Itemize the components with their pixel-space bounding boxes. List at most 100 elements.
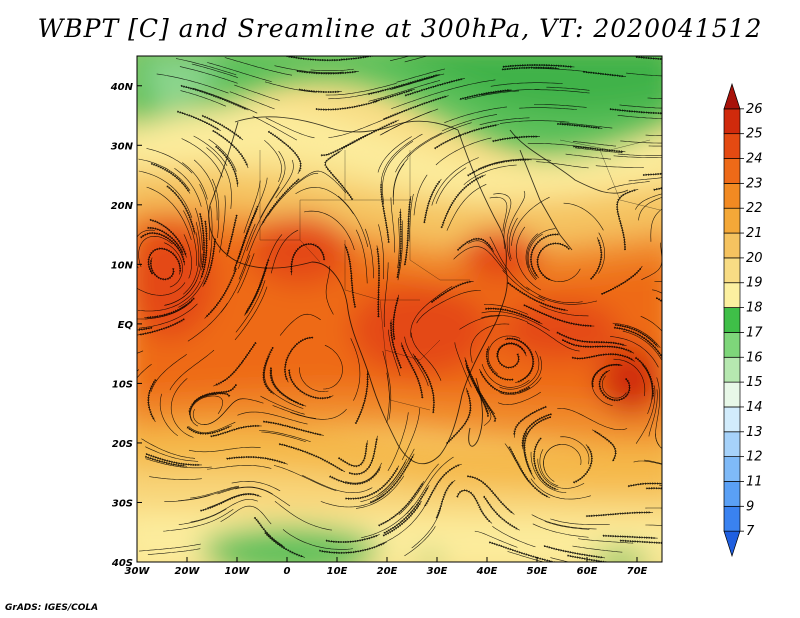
streamline: [380, 133, 423, 184]
streamline: [589, 237, 603, 280]
map-frame: [136, 55, 663, 563]
streamline: [389, 319, 403, 369]
streamline: [413, 174, 428, 216]
colorbar-label: 15: [746, 375, 763, 390]
streamline: [328, 90, 383, 100]
streamline: [137, 350, 144, 354]
streamline: [489, 196, 508, 232]
streamline: [144, 297, 195, 319]
streamline: [591, 429, 617, 462]
streamline: [252, 115, 298, 141]
streamline: [178, 508, 227, 525]
streamline: [382, 350, 392, 420]
streamline: [159, 393, 178, 437]
streamline: [532, 523, 589, 538]
streamline: [619, 539, 662, 545]
streamline: [207, 465, 272, 470]
streamline: [571, 352, 635, 362]
streamline: [403, 195, 412, 266]
streamline: [397, 217, 400, 269]
colorbar-label: 21: [746, 226, 763, 241]
streamline: [296, 69, 359, 75]
streamline: [345, 465, 400, 500]
streamline: [210, 424, 262, 438]
streamline: [138, 543, 201, 552]
streamline: [275, 159, 294, 199]
colorbar-swatch: [723, 505, 741, 532]
streamline: [609, 107, 662, 115]
streamline: [411, 508, 442, 549]
streamline: [315, 100, 380, 111]
colorbar-label: 23: [746, 176, 763, 191]
streamline: [253, 516, 285, 548]
lat-tick-label: 20S: [112, 439, 133, 450]
streamline: [176, 110, 221, 132]
streamline: [465, 364, 490, 417]
streamline: [508, 446, 551, 499]
streamline: [354, 370, 369, 425]
streamline: [207, 62, 272, 82]
streamline: [376, 245, 381, 318]
streamline: [137, 300, 193, 320]
streamline: [183, 234, 192, 279]
streamline: [638, 197, 662, 221]
streamline: [355, 229, 368, 284]
streamline: [204, 267, 238, 319]
grads-credit: GrADS: IGES/COLA: [5, 603, 99, 613]
streamline: [226, 455, 288, 465]
streamline: [261, 178, 300, 226]
lon-tick-label: 0: [284, 566, 291, 577]
streamline: [617, 153, 662, 156]
longitude-axis: 30W 20W 10W 0 10E 20E 30E 40E 50E 60E 70E: [125, 557, 648, 577]
lon-tick-label: 30E: [427, 566, 448, 577]
streamline: [146, 186, 192, 240]
lat-tick-label: 40N: [110, 82, 134, 93]
colorbar-label: 12: [746, 450, 763, 465]
streamline: [217, 486, 273, 495]
streamline: [265, 117, 315, 139]
streamline: [652, 289, 662, 294]
streamline: [527, 143, 595, 149]
lon-tick-label: 70E: [627, 566, 648, 577]
colorbar-swatch: [723, 133, 741, 159]
streamline: [523, 431, 536, 480]
streamline: [595, 165, 644, 168]
streamline: [272, 405, 317, 419]
streamline: [290, 242, 326, 276]
streamline: [278, 442, 346, 473]
streamline: [601, 265, 643, 296]
streamline: [137, 318, 185, 336]
streamline: [282, 529, 353, 550]
streamline: [199, 184, 210, 241]
streamline: [368, 74, 440, 96]
streamline: [550, 557, 571, 562]
streamline: [519, 107, 577, 110]
lon-tick-label: 50E: [527, 566, 548, 577]
streamline: [189, 394, 218, 427]
streamline: [226, 214, 238, 257]
colorbar-label: 22: [746, 201, 763, 216]
streamline: [572, 145, 626, 153]
streamline: [434, 124, 500, 150]
streamline: [319, 541, 387, 555]
streamline: [401, 408, 421, 461]
colorbar-swatch: [723, 232, 741, 259]
streamline: [310, 68, 354, 71]
streamline: [559, 122, 613, 129]
streamline: [534, 89, 590, 94]
lon-tick-label: 20E: [377, 566, 398, 577]
streamline: [325, 534, 380, 544]
colorbar-label: 25: [746, 127, 763, 142]
streamline: [507, 281, 569, 311]
streamline: [404, 526, 436, 557]
streamline: [138, 303, 198, 329]
streamline: [648, 389, 658, 437]
streamline: [481, 311, 550, 331]
streamline: [273, 465, 337, 491]
colorbar-label: 16: [746, 350, 763, 365]
streamline: [396, 208, 403, 279]
lon-tick-label: 60E: [577, 566, 598, 577]
colorbar-swatch: [723, 356, 741, 383]
streamline: [598, 232, 605, 274]
streamline: [207, 206, 213, 269]
